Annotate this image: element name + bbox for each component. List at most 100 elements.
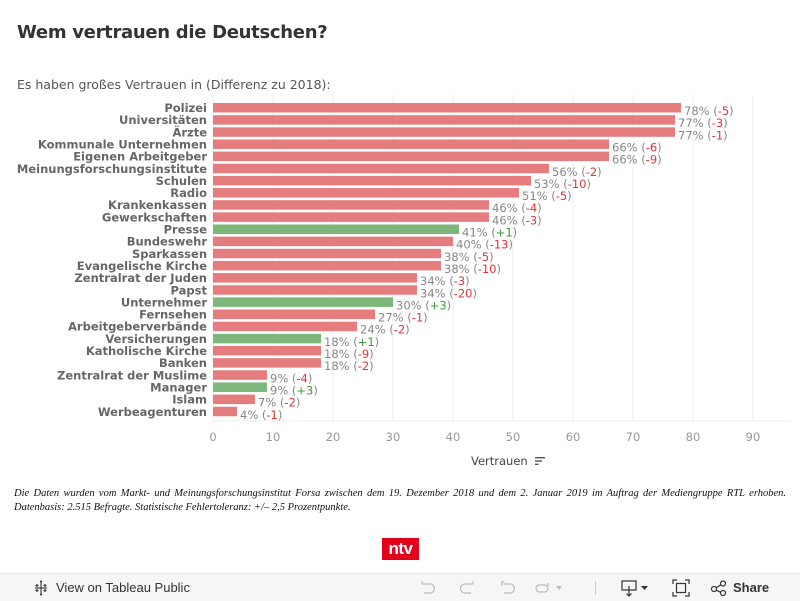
category-label: Kommunale Unternehmen	[38, 137, 207, 151]
bar[interactable]	[213, 321, 357, 332]
bar[interactable]	[213, 248, 441, 259]
category-label: Polizei	[164, 101, 207, 115]
x-axis-ticks: 0 10 20 30 40 50 60 70 80 90	[209, 430, 760, 444]
diff-value: +1	[496, 226, 513, 240]
value-percent: 53% (	[534, 177, 568, 191]
x-tick-label: 40	[446, 430, 461, 444]
value-percent: 77% (	[678, 128, 712, 142]
download-icon	[621, 579, 651, 597]
bar[interactable]	[213, 103, 681, 113]
bars	[213, 103, 681, 417]
bar[interactable]	[213, 175, 531, 186]
toolbar-divider	[595, 574, 597, 601]
bar[interactable]	[213, 212, 489, 222]
value-label: 4% (-1)	[240, 408, 282, 422]
redo-button[interactable]	[458, 574, 476, 601]
value-percent: 46% (	[492, 213, 526, 227]
bar[interactable]	[213, 297, 393, 307]
value-label: 9% (+3)	[270, 383, 318, 397]
download-button[interactable]	[621, 574, 651, 601]
category-label: Ärzte	[172, 124, 207, 139]
bar[interactable]	[213, 188, 519, 198]
diff-value: -9	[358, 347, 369, 361]
diff-value: -1	[712, 128, 723, 142]
bar[interactable]	[213, 273, 417, 283]
x-tick-label: 80	[686, 430, 701, 444]
value-percent: 51% (	[522, 189, 556, 203]
category-label: Unternehmer	[121, 295, 207, 309]
value-label: 46% (-3)	[492, 213, 542, 227]
x-tick-label: 50	[506, 430, 521, 444]
chart-subtitle: Es haben großes Vertrauen in (Differenz …	[17, 77, 331, 92]
diff-value: +1	[358, 335, 375, 349]
ntv-logo[interactable]: ntv	[382, 538, 419, 560]
value-label: 18% (+1)	[324, 335, 379, 349]
bar[interactable]	[213, 163, 549, 174]
value-percent: 66% (	[612, 140, 646, 154]
value-label: 38% (-10)	[444, 262, 501, 276]
value-label: 40% (-13)	[456, 238, 513, 252]
value-percent: 38% (	[444, 250, 478, 264]
value-label: 78% (-5)	[684, 104, 734, 118]
bar[interactable]	[213, 260, 441, 271]
diff-value: -4	[296, 371, 307, 385]
category-label: Werbeagenturen	[98, 405, 207, 419]
bar[interactable]	[213, 346, 321, 356]
value-percent: 18% (	[324, 347, 358, 361]
bar[interactable]	[213, 309, 375, 320]
share-button[interactable]: Share	[710, 574, 769, 601]
value-percent: 18% (	[324, 359, 358, 373]
diff-value: -5	[478, 250, 489, 264]
value-percent: 7% (	[258, 396, 284, 410]
page-title: Wem vertrauen die Deutschen?	[17, 22, 328, 43]
x-tick-label: 0	[209, 430, 216, 444]
x-tick-label: 70	[626, 430, 641, 444]
diff-value: -9	[646, 153, 657, 167]
bar[interactable]	[213, 285, 417, 295]
diff-value: -5	[556, 189, 567, 203]
undo-icon	[419, 580, 437, 596]
bar[interactable]	[213, 236, 453, 247]
redo-icon	[458, 580, 476, 596]
fullscreen-button[interactable]	[672, 574, 690, 601]
diff-value: -1	[412, 311, 423, 325]
bar[interactable]	[213, 139, 609, 149]
revert-button[interactable]	[499, 574, 517, 601]
view-on-tableau-public-link[interactable]: View on Tableau Public	[33, 574, 190, 601]
bar[interactable]	[213, 127, 675, 137]
diff-value: -6	[646, 140, 657, 154]
bar[interactable]	[213, 151, 609, 162]
value-label: 38% (-5)	[444, 250, 494, 264]
category-label: Islam	[172, 393, 207, 407]
sort-descending-icon[interactable]	[535, 455, 546, 469]
category-label: Fernsehen	[139, 308, 207, 322]
diff-value: -5	[718, 104, 729, 118]
category-label: Sparkassen	[132, 247, 207, 261]
pause-updates-button[interactable]	[535, 574, 565, 601]
diff-value: -10	[478, 262, 497, 276]
bar[interactable]	[213, 333, 321, 344]
bar[interactable]	[213, 406, 237, 417]
tableau-toolbar: View on Tableau Public Share	[0, 573, 800, 601]
category-label: Bundeswehr	[127, 235, 208, 249]
bar[interactable]	[213, 370, 267, 380]
category-label: Versicherungen	[105, 332, 207, 346]
bar[interactable]	[213, 382, 267, 392]
value-percent: 40% (	[456, 238, 490, 252]
undo-button[interactable]	[419, 574, 437, 601]
bar[interactable]	[213, 358, 321, 368]
diff-value: -4	[526, 201, 537, 215]
bar[interactable]	[213, 115, 675, 125]
value-label: 66% (-6)	[612, 140, 662, 154]
category-label: Schulen	[156, 174, 207, 188]
bar[interactable]	[213, 200, 489, 210]
diff-value: +3	[430, 298, 447, 312]
category-label: Eigenen Arbeitgeber	[73, 150, 207, 164]
bar[interactable]	[213, 394, 255, 405]
x-axis-title[interactable]: Vertrauen	[471, 454, 546, 469]
diff-value: -3	[712, 116, 723, 130]
diff-value: -2	[394, 323, 405, 337]
bar[interactable]	[213, 224, 459, 235]
revert-icon	[499, 580, 517, 596]
value-percent: 46% (	[492, 201, 526, 215]
